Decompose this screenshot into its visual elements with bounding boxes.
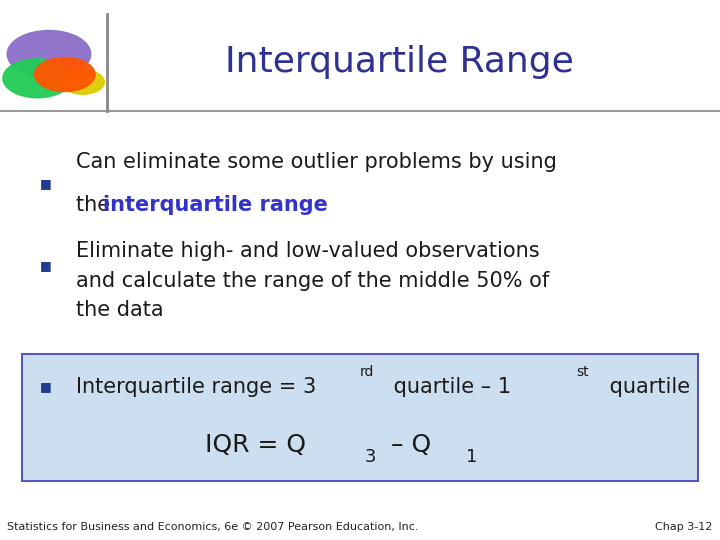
Text: Eliminate high- and low-valued observations: Eliminate high- and low-valued observati… xyxy=(76,241,539,261)
Text: IQR = Q: IQR = Q xyxy=(205,433,306,457)
Text: the data: the data xyxy=(76,300,163,321)
FancyBboxPatch shape xyxy=(22,354,698,481)
Ellipse shape xyxy=(35,57,95,91)
Text: quartile: quartile xyxy=(603,377,690,397)
Text: 3: 3 xyxy=(365,448,377,466)
Ellipse shape xyxy=(61,70,104,94)
Text: Can eliminate some outlier problems by using: Can eliminate some outlier problems by u… xyxy=(76,152,557,172)
Text: ■: ■ xyxy=(40,380,51,393)
Text: st: st xyxy=(576,364,589,379)
Ellipse shape xyxy=(7,30,91,77)
Text: quartile – 1: quartile – 1 xyxy=(387,377,511,397)
Text: ■: ■ xyxy=(40,259,51,272)
Text: the: the xyxy=(76,195,117,215)
Text: – Q: – Q xyxy=(383,433,431,457)
Text: Statistics for Business and Economics, 6e © 2007 Pearson Education, Inc.: Statistics for Business and Economics, 6… xyxy=(7,522,419,532)
Text: Chap 3-12: Chap 3-12 xyxy=(655,522,713,532)
Text: Interquartile range = 3: Interquartile range = 3 xyxy=(76,377,316,397)
Text: rd: rd xyxy=(360,364,374,379)
Text: Interquartile Range: Interquartile Range xyxy=(225,45,574,79)
Text: and calculate the range of the middle 50% of: and calculate the range of the middle 50… xyxy=(76,271,549,291)
Text: interquartile range: interquartile range xyxy=(103,195,328,215)
Text: ■: ■ xyxy=(40,177,51,190)
Ellipse shape xyxy=(3,59,72,98)
Text: 1: 1 xyxy=(466,448,477,466)
